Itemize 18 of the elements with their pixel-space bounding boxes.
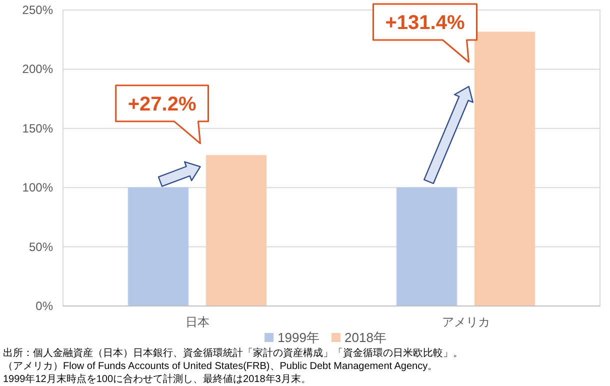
- y-tick-label: 100%: [22, 180, 54, 195]
- y-tick-label: 0%: [36, 299, 54, 313]
- text: 出所：個人金融資産（日本）日本銀行、資金循環統計「家計の資産構成」「資金循環の日米欧比較」。: [3, 347, 463, 359]
- bar: [206, 154, 267, 306]
- y-tick-label: 50%: [28, 240, 54, 254]
- bar: [474, 32, 536, 306]
- legend-label: 1999年: [278, 330, 320, 345]
- text: （アメリカ）Flow of Funds Accounts of United States(FRB)、Public Debt Management Agency。: [3, 361, 438, 372]
- x-tick-label: 日本: [185, 315, 210, 329]
- y-tick-label: 150%: [22, 121, 54, 136]
- annotation: +27.2%: [128, 93, 196, 116]
- annotation: +131.4%: [385, 12, 465, 34]
- x-tick-label: アメリカ: [442, 315, 490, 329]
- legend-label: 2018年: [344, 330, 386, 345]
- y-tick-label: 250%: [22, 3, 54, 17]
- y-tick-label: 200%: [22, 62, 54, 76]
- text: 1999年12月末時点を100に合わせて計測し、最終値は2018年3月末。: [3, 373, 311, 385]
- bar: [396, 187, 458, 306]
